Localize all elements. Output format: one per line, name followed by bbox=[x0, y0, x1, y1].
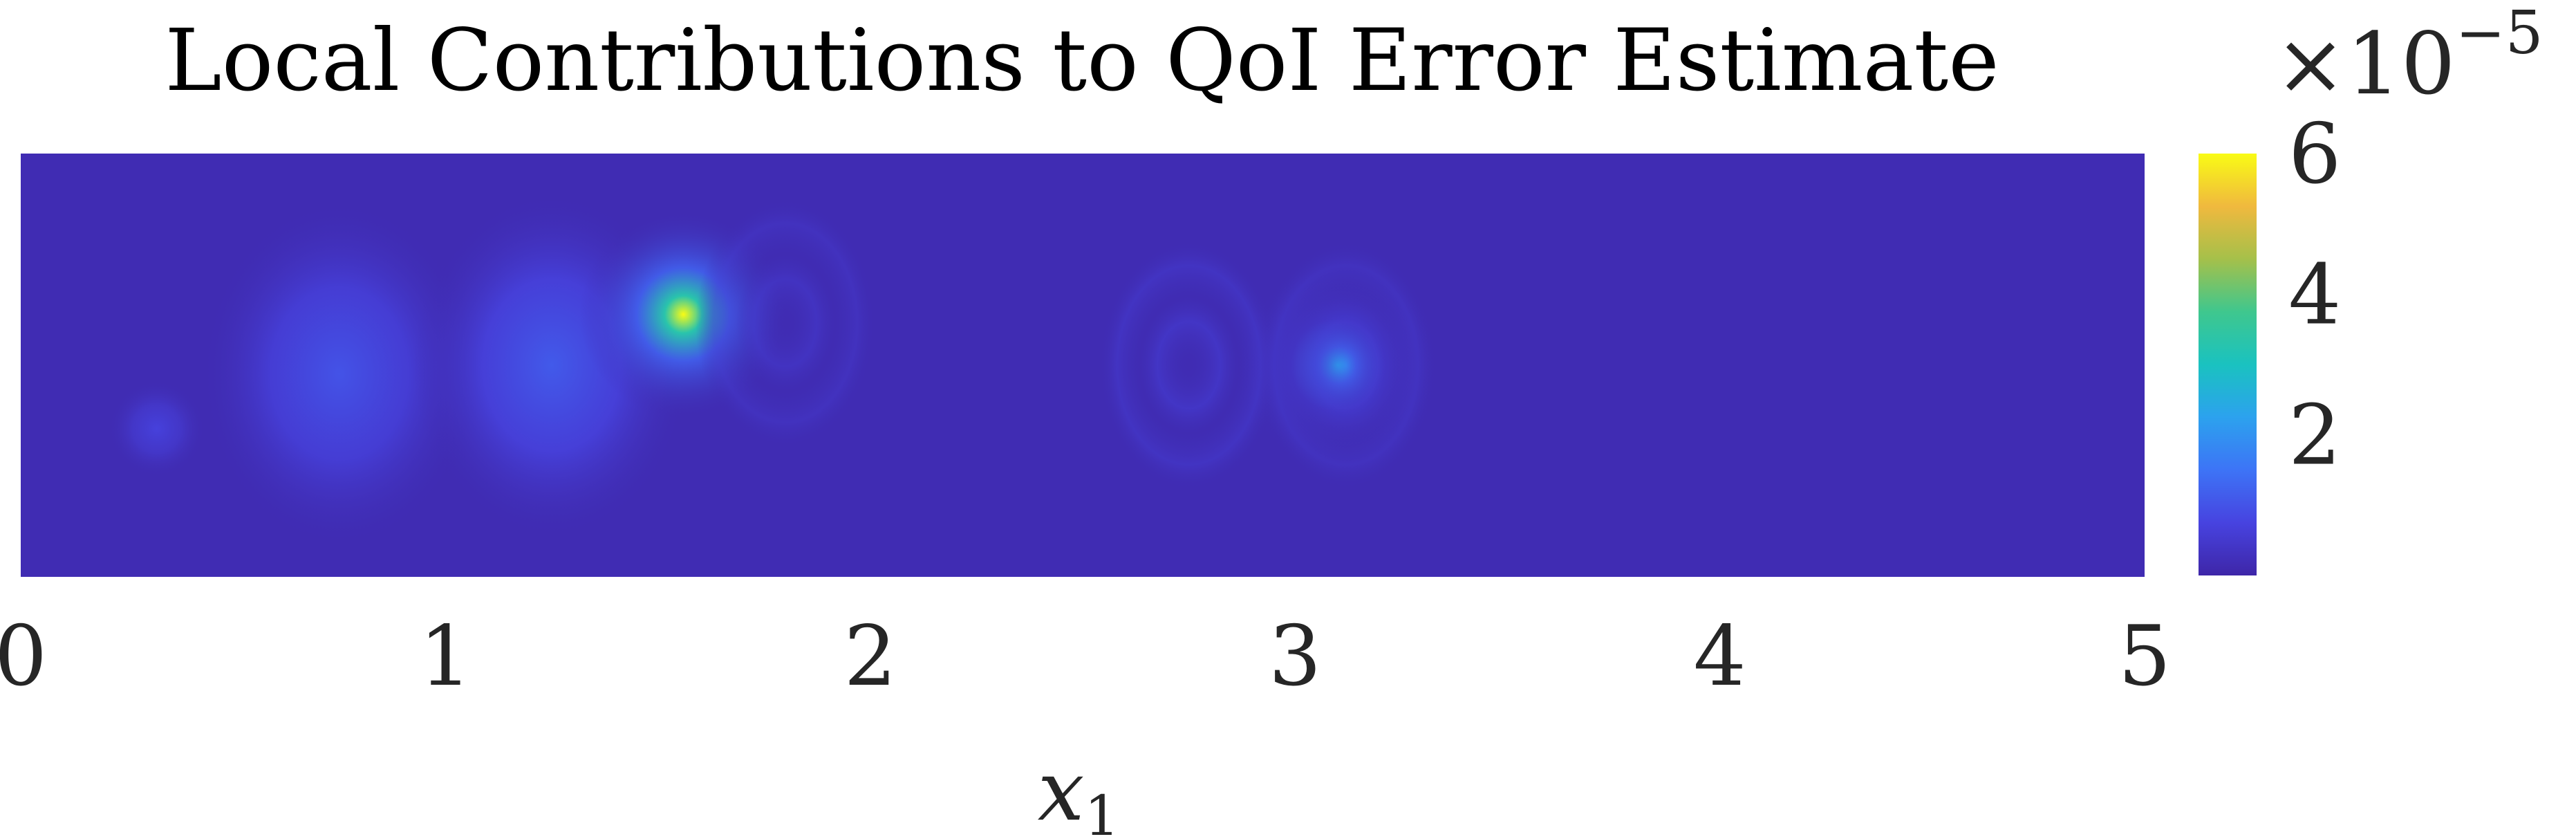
x-tick-label: 0 bbox=[0, 609, 47, 705]
colorbar-gradient bbox=[2199, 154, 2257, 575]
x-tick-label: 4 bbox=[1693, 609, 1746, 705]
heatmap-blob bbox=[200, 201, 478, 547]
heatmap-blob bbox=[108, 380, 205, 477]
x-tick-label: 5 bbox=[2118, 609, 2171, 705]
x-tick-label: 3 bbox=[1269, 609, 1321, 705]
colorbar-tick-label: 2 bbox=[2288, 388, 2341, 484]
colorbar-tick-label: 6 bbox=[2288, 107, 2341, 203]
x-axis-label: x1 bbox=[1038, 744, 1120, 839]
heatmap-ring bbox=[1256, 241, 1436, 490]
x-axis-label-subscript: 1 bbox=[1084, 784, 1119, 839]
colorbar-multiplier-exponent: −5 bbox=[2456, 0, 2544, 68]
colorbar-multiplier: ×10−5 bbox=[2275, 0, 2543, 114]
heatmap-plot bbox=[21, 154, 2145, 577]
colorbar: 2 4 6 ×10−5 bbox=[2199, 0, 2543, 575]
heatmap-ring bbox=[695, 198, 875, 448]
heatmap-ring bbox=[1099, 241, 1279, 490]
colorbar-tick-label: 4 bbox=[2288, 247, 2341, 343]
x-tick-label: 1 bbox=[419, 609, 472, 705]
chart-title: Local Contributions to QoI Error Estimat… bbox=[165, 11, 1999, 111]
x-tick-label: 2 bbox=[844, 609, 897, 705]
